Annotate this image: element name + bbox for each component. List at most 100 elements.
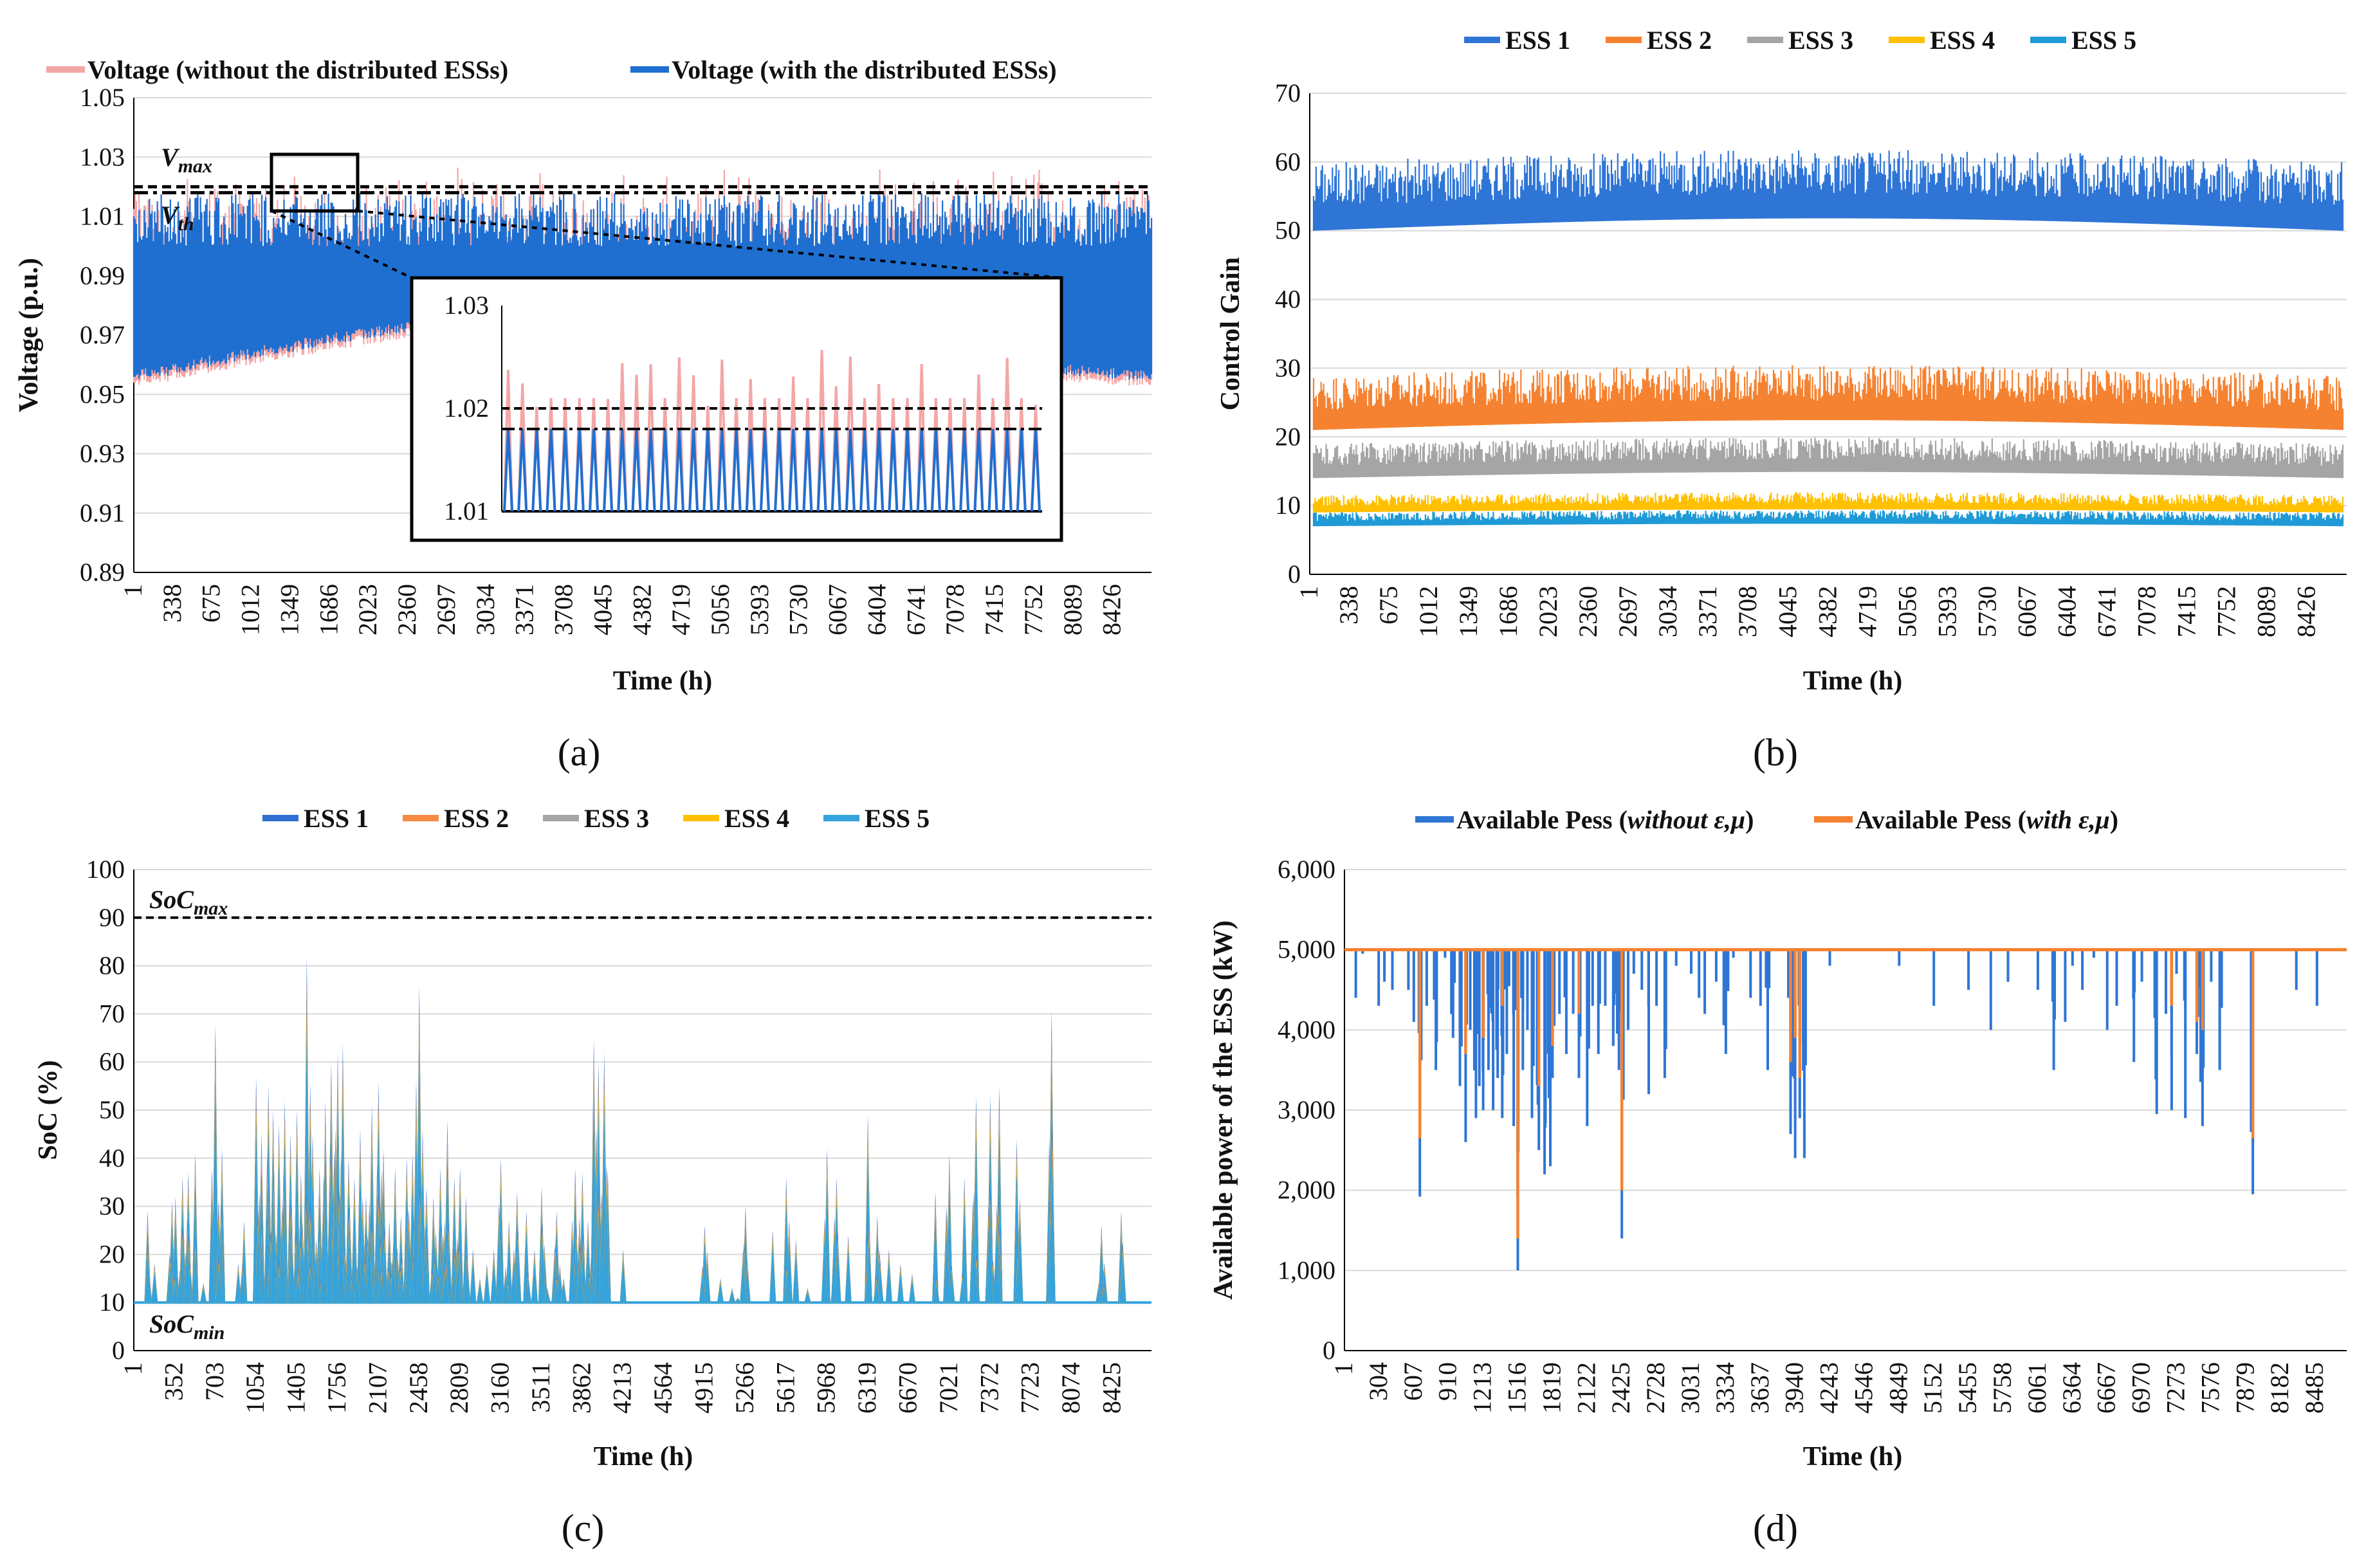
panel-label-b: (b): [1753, 731, 1798, 774]
zoom-box: [270, 152, 360, 213]
soc-spike: [729, 1288, 735, 1303]
panel-label-c: (c): [562, 1507, 605, 1549]
soc-spike: [279, 1206, 286, 1303]
soc-spike: [515, 1227, 522, 1303]
y-axis-label-b: Control Gain: [1216, 257, 1245, 410]
soc-spike-ess5: [313, 1252, 320, 1303]
ytick-label: 0.97: [80, 320, 125, 349]
legend-entry: ESS 1: [1505, 26, 1570, 55]
soc-spike-ess5: [515, 1243, 522, 1303]
xtick-label: 7078: [940, 584, 969, 635]
ytick-label: 30: [99, 1192, 125, 1221]
ytick-label: 50: [99, 1095, 125, 1124]
soc-spike-ess5: [704, 1261, 711, 1303]
y-axis-label-c: SoC (%): [33, 1060, 63, 1160]
ytick-label: 20: [99, 1239, 125, 1268]
soc-spike: [897, 1264, 904, 1303]
xtick-label: 1686: [314, 584, 343, 635]
soc-spike-ess5: [151, 1272, 158, 1303]
soc-spike: [176, 1270, 183, 1303]
soc-spike: [495, 1203, 502, 1303]
x-axis-label-c: Time (h): [594, 1442, 693, 1472]
soc-spike-ess5: [495, 1223, 502, 1303]
ytick-label: 10: [1275, 491, 1301, 520]
ytick-label: 30: [1275, 353, 1301, 382]
soc-spike-ess5: [145, 1256, 152, 1303]
inset-a: 1.01 1.02 1.03: [410, 276, 1063, 542]
soc-spike-ess5: [834, 1246, 841, 1303]
xtick-label: 5758: [1988, 1362, 2017, 1414]
xtick-label: 8089: [2252, 586, 2281, 637]
soc-spike-ess5: [239, 1270, 246, 1303]
soc-spike: [490, 1249, 497, 1303]
series-c: [134, 956, 1151, 1304]
xtick-label: 2122: [1572, 1362, 1600, 1414]
legend-d: Available Pess (without ε,μ) Available P…: [1415, 805, 2118, 834]
soc-spike-ess5: [717, 1283, 724, 1303]
legend-entry: ESS 2: [444, 804, 509, 833]
yticks-d: 0 1,000 2,000 3,000 4,000 5,000 6,000: [1278, 855, 1335, 1365]
series-control-gain: [1312, 365, 2344, 430]
soc-spike: [932, 1192, 939, 1303]
soc-spike: [885, 1249, 892, 1303]
soc-spike-ess5: [699, 1273, 706, 1303]
xtick-label: 6061: [2022, 1362, 2051, 1414]
ytick-label: 10: [99, 1288, 125, 1317]
soc-spike-ess5: [354, 1273, 360, 1303]
xtick-label: 2360: [1573, 586, 1602, 637]
soc-spike-ess5: [993, 1225, 1000, 1303]
xtick-label: 2023: [353, 584, 382, 635]
xtick-label: 2809: [445, 1362, 473, 1414]
ytick-label: 1,000: [1278, 1255, 1335, 1284]
soc-spike-ess5: [270, 1198, 277, 1303]
soc-spike-ess5: [873, 1282, 880, 1303]
soc-spike-ess5: [804, 1291, 811, 1303]
xtick-label: 4719: [1853, 586, 1882, 637]
soc-spike-ess5: [729, 1291, 735, 1303]
soc-spike: [1096, 1282, 1103, 1303]
soc-spike: [313, 1239, 320, 1303]
soc-spike-ess5: [200, 1287, 207, 1303]
legend-entry: ESS 1: [304, 804, 369, 833]
soc-spike: [1049, 1122, 1056, 1303]
xtick-label: 703: [200, 1362, 229, 1401]
ytick-label: 90: [99, 903, 125, 932]
xtick-label: 4382: [1813, 586, 1842, 637]
xtick-label: 8089: [1058, 584, 1087, 635]
soc-spike: [366, 1203, 373, 1303]
soc-spike: [511, 1248, 517, 1303]
xtick-label: 7752: [1019, 584, 1048, 635]
xtick-label: 4382: [627, 584, 656, 635]
ytick-label: 5,000: [1278, 935, 1335, 964]
soc-spike-ess5: [1016, 1218, 1023, 1303]
xtick-label: 3031: [1676, 1362, 1705, 1414]
soc-spike-ess5: [416, 1208, 423, 1303]
ytick-label: 40: [1275, 285, 1301, 314]
xtick-label: 6970: [2127, 1362, 2156, 1414]
legend-entry: ESS 3: [1788, 26, 1853, 55]
soc-spike: [993, 1205, 1000, 1303]
soc-spike: [804, 1288, 811, 1303]
soc-spike: [971, 1190, 978, 1303]
ytick-label: 20: [1275, 422, 1301, 451]
soc-spike: [327, 1142, 334, 1303]
panel-b-control-gain: ESS 1 ESS 2 ESS 3 ESS 4 ESS 5 0 10 20 30 40 50 60 7…: [1216, 26, 2347, 774]
panel-c-soc: ESS 1 ESS 2 ESS 3 ESS 4 ESS 5 0 10 20 30 40 50 60 7…: [33, 804, 1151, 1549]
legend-a-without: Voltage (without the distributed ESSs): [87, 55, 508, 84]
yticks-b: 0 10 20 30 40 50 60 70: [1275, 78, 1301, 588]
inset-series-without: [503, 349, 1041, 512]
xtick-label: 675: [197, 584, 226, 623]
soc-spike: [455, 1248, 462, 1303]
xtick-label: 3708: [549, 584, 578, 635]
soc-spike-ess5: [785, 1236, 793, 1303]
soc-spike-ess5: [933, 1282, 940, 1303]
xticks-c: 1 352 703 1054 1405 1756 2107 2458 2809 3160 3511 3…: [118, 1362, 1126, 1414]
socmin-label: SoCmin: [149, 1309, 225, 1344]
xtick-label: 6067: [2012, 586, 2041, 637]
soc-spike-ess5: [502, 1274, 509, 1303]
soc-spike-ess5: [279, 1225, 286, 1303]
yticks-a: 0.89 0.91 0.93 0.95 0.97 0.99 1.01 1.03 1.05: [80, 83, 125, 587]
ytick-label: 70: [99, 999, 125, 1028]
xtick-label: 6670: [894, 1362, 922, 1414]
soc-spike-ess5: [603, 1190, 610, 1303]
